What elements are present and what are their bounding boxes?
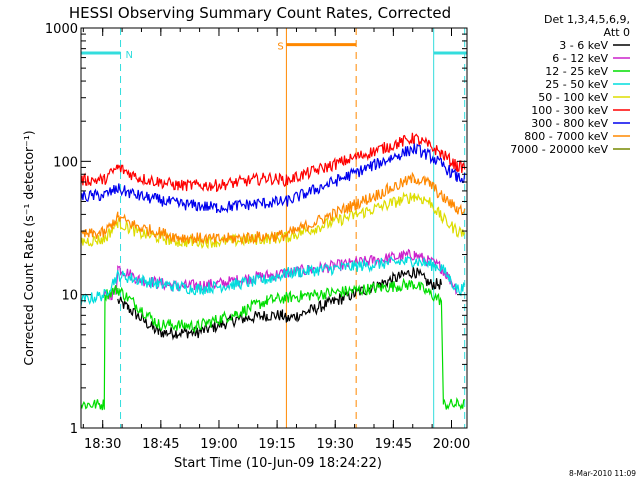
legend-entry: 7000 - 20000 keV: [510, 143, 630, 156]
x-tick-label: 19:00: [200, 437, 237, 452]
annotation-marker: S: [277, 28, 357, 428]
y-tick-label: 1000: [45, 22, 78, 37]
x-axis: 18:30 18:45 19:00 19:15 19:30 19:45 20:00: [82, 28, 470, 452]
y-tick-label: 1: [70, 422, 78, 437]
legend-entry-label: 800 - 7000 keV: [524, 130, 608, 143]
legend-entry: 100 - 300 keV: [531, 104, 630, 117]
annotation-marker: [433, 28, 467, 428]
legend-entry: 6 - 12 keV: [552, 52, 630, 65]
x-tick-label: 18:30: [84, 437, 121, 452]
x-tick-label: 19:30: [316, 437, 353, 452]
legend-entry: 800 - 7000 keV: [524, 130, 630, 143]
y-axis-label: Corrected Count Rate (s⁻¹ detector⁻¹): [21, 130, 36, 365]
legend-entry: 3 - 6 keV: [559, 39, 630, 52]
legend-entry: 25 - 50 keV: [545, 78, 630, 91]
legend-entry-label: 100 - 300 keV: [531, 104, 608, 117]
y-axis: 1 10 100 1000: [45, 22, 467, 437]
legend-entry-label: 300 - 800 keV: [531, 117, 608, 130]
series-line: [117, 267, 442, 341]
x-tick-label: 19:15: [258, 437, 295, 452]
series-line: [80, 255, 466, 306]
footer-timestamp: 8-Mar-2010 11:09: [569, 469, 636, 478]
legend-entry-label: 12 - 25 keV: [545, 65, 608, 78]
annotation-label: N: [126, 50, 133, 61]
annotation-label: S: [277, 42, 283, 53]
legend-header-1: Det 1,3,4,5,6,9,: [544, 13, 630, 26]
y-tick-label: 100: [53, 155, 78, 170]
plot-frame: [80, 27, 468, 429]
legend-entry: 300 - 800 keV: [531, 117, 630, 130]
x-tick-label: 19:45: [375, 437, 412, 452]
legend-entry-label: 6 - 12 keV: [552, 52, 608, 65]
legend-entry: 50 - 100 keV: [538, 91, 630, 104]
series-line: [80, 171, 466, 246]
legend-entry: 12 - 25 keV: [545, 65, 630, 78]
legend-header-2: Att 0: [604, 26, 630, 39]
series-line: [80, 143, 466, 214]
x-tick-label: 18:45: [142, 437, 179, 452]
series-line: [80, 132, 466, 193]
series-line: [80, 277, 466, 411]
legend-entry-label: 3 - 6 keV: [559, 39, 608, 52]
legend-entry-label: 25 - 50 keV: [545, 78, 608, 91]
x-axis-label: Start Time (10-Jun-09 18:24:22): [174, 456, 382, 471]
legend-entry-label: 7000 - 20000 keV: [510, 143, 608, 156]
y-tick-label: 10: [61, 289, 78, 304]
chart-title: HESSI Observing Summary Count Rates, Cor…: [69, 4, 451, 22]
x-tick-label: 20:00: [433, 437, 470, 452]
legend-entry-label: 50 - 100 keV: [538, 91, 608, 104]
